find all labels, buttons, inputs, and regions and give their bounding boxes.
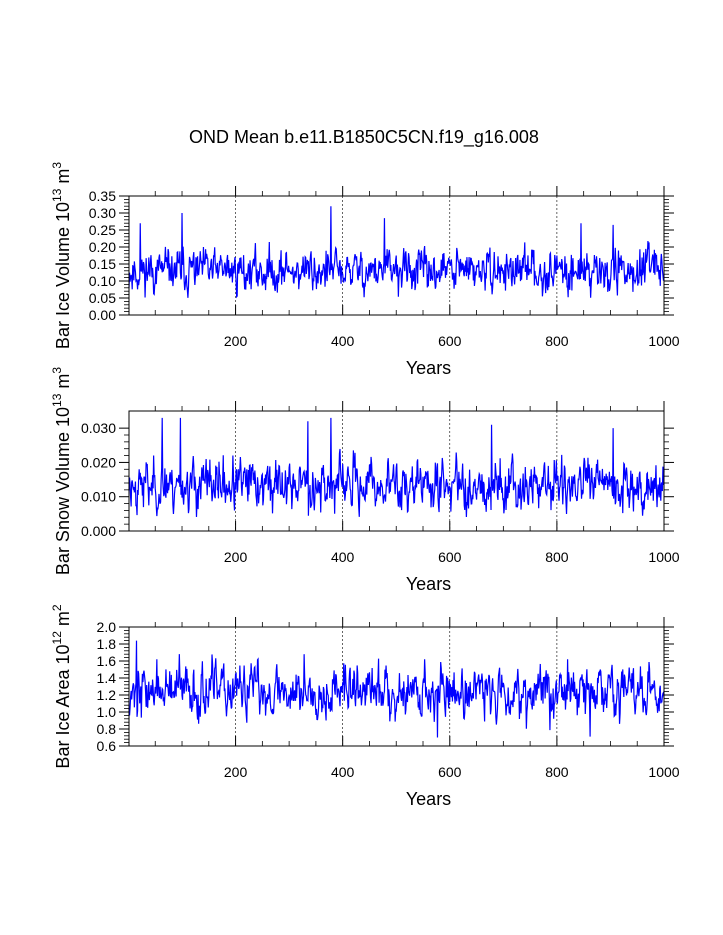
y-tick-label: 0.10 <box>89 273 116 289</box>
y-tick-label: 0.30 <box>89 205 116 221</box>
series-line <box>128 640 665 738</box>
y-tick-label: 0.05 <box>89 290 116 306</box>
y-tick-label: 1.8 <box>97 636 117 652</box>
x-axis-title: Years <box>406 789 451 809</box>
chart-title: OND Mean b.e11.B1850C5CN.f19_g16.008 <box>189 127 539 148</box>
x-tick-label: 800 <box>545 333 569 349</box>
x-tick-label: 1000 <box>648 764 679 780</box>
x-tick-label: 1000 <box>648 333 679 349</box>
y-tick-label: 0.000 <box>81 523 116 539</box>
y-tick-label: 0.6 <box>97 738 117 754</box>
x-tick-label: 1000 <box>648 549 679 565</box>
y-tick-label: 2.0 <box>97 619 117 635</box>
x-axis-title: Years <box>406 358 451 378</box>
y-tick-label: 0.8 <box>97 721 117 737</box>
x-tick-label: 200 <box>224 764 248 780</box>
x-tick-label: 800 <box>545 549 569 565</box>
chart-panel-2: 200 400 600 800 1000 0.000 0.010 0.020 0.030 Year… <box>50 367 680 594</box>
x-tick-label: 600 <box>438 764 462 780</box>
y-tick-label: 0.25 <box>89 222 116 238</box>
x-tick-label: 200 <box>224 333 248 349</box>
x-tick-label: 400 <box>331 333 355 349</box>
y-tick-label: 0.35 <box>89 188 116 204</box>
x-axis-title: Years <box>406 574 451 594</box>
y-axis-title: Bar Ice Area 1012 m2 <box>50 604 73 768</box>
y-tick-label: 0.020 <box>81 454 116 470</box>
y-tick-label: 0.030 <box>81 420 116 436</box>
x-tick-label: 600 <box>438 549 462 565</box>
y-tick-label: 1.6 <box>97 653 117 669</box>
y-tick-label: 0.010 <box>81 489 116 505</box>
y-tick-label: 1.4 <box>97 670 117 686</box>
x-tick-label: 400 <box>331 764 355 780</box>
chart-panel-3: 200 400 600 800 1000 0.60.81.01.21.41.61.82.0… <box>50 604 680 809</box>
y-tick-label: 0.15 <box>89 256 116 272</box>
series-line <box>128 417 665 518</box>
panels: 200 400 600 800 1000 0.000.050.100.150.200.25… <box>50 162 680 809</box>
x-tick-label: 200 <box>224 549 248 565</box>
y-axis-title: Bar Ice Volume 1013 m3 <box>50 162 73 349</box>
y-tick-label: 0.20 <box>89 239 116 255</box>
y-axis-title: Bar Snow Volume 1013 m3 <box>50 367 73 575</box>
series-line <box>128 206 665 299</box>
x-tick-label: 800 <box>545 764 569 780</box>
chart-panel-1: 200 400 600 800 1000 0.000.050.100.150.200.25… <box>50 162 680 378</box>
y-tick-label: 1.0 <box>97 704 117 720</box>
x-tick-label: 600 <box>438 333 462 349</box>
y-tick-label: 1.2 <box>97 687 117 703</box>
y-tick-label: 0.00 <box>89 307 116 323</box>
x-tick-label: 400 <box>331 549 355 565</box>
